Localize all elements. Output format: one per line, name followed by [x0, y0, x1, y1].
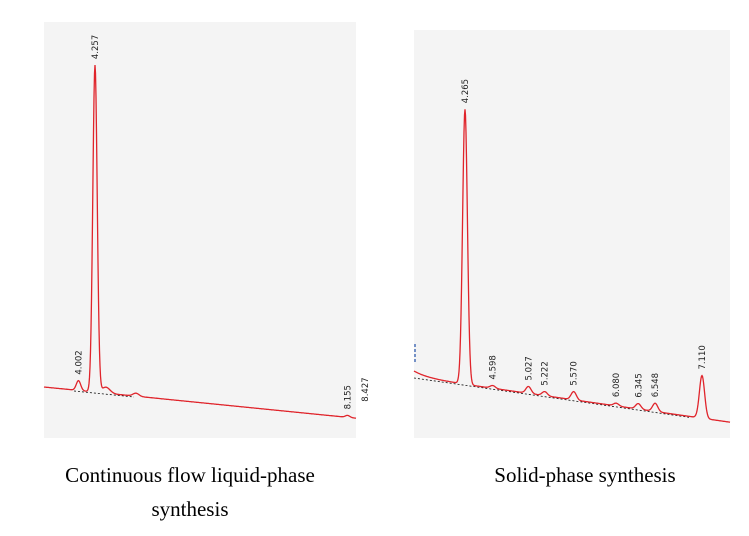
chromatogram-trace — [413, 109, 731, 423]
peak-label-8-155: 8.155 — [344, 385, 354, 409]
caption-right-line-1: Solid-phase synthesis — [494, 463, 676, 487]
caption-left-line-2: synthesis — [151, 497, 229, 521]
peak-label-4-257: 4.257 — [91, 35, 101, 59]
caption-left: Continuous flow liquid-phase synthesis — [20, 458, 360, 526]
baseline-dashed — [413, 377, 690, 418]
peak-label-6-345: 6.345 — [634, 373, 644, 397]
chromatogram-left: 4.002 4.257 8.155 8.427 — [43, 35, 371, 419]
peak-label-7-110: 7.110 — [698, 345, 708, 369]
peak-label-4-002: 4.002 — [74, 350, 84, 374]
chromatogram-right: 4.265 4.598 5.027 5.222 5.570 6.080 6.345 6.548… — [413, 79, 731, 423]
baseline-dashed — [73, 390, 135, 398]
peak-label-5-222: 5.222 — [541, 361, 551, 385]
peak-label-6-080: 6.080 — [612, 373, 622, 397]
chromatogram-right-panel: 4.265 4.598 5.027 5.222 5.570 6.080 6.345 6.548… — [413, 30, 731, 438]
peak-label-4-598: 4.598 — [489, 355, 499, 379]
peak-label-6-548: 6.548 — [651, 373, 661, 397]
peak-label-8-427: 8.427 — [361, 377, 371, 401]
chromatogram-trace — [43, 64, 357, 419]
peak-label-5-570: 5.570 — [570, 361, 580, 385]
peak-label-4-265: 4.265 — [461, 79, 471, 103]
caption-right: Solid-phase synthesis — [440, 458, 730, 492]
chromatogram-left-panel: 4.002 4.257 8.155 8.427 — [43, 22, 371, 438]
peak-label-5-027: 5.027 — [524, 356, 534, 380]
caption-left-line-1: Continuous flow liquid-phase — [65, 463, 315, 487]
